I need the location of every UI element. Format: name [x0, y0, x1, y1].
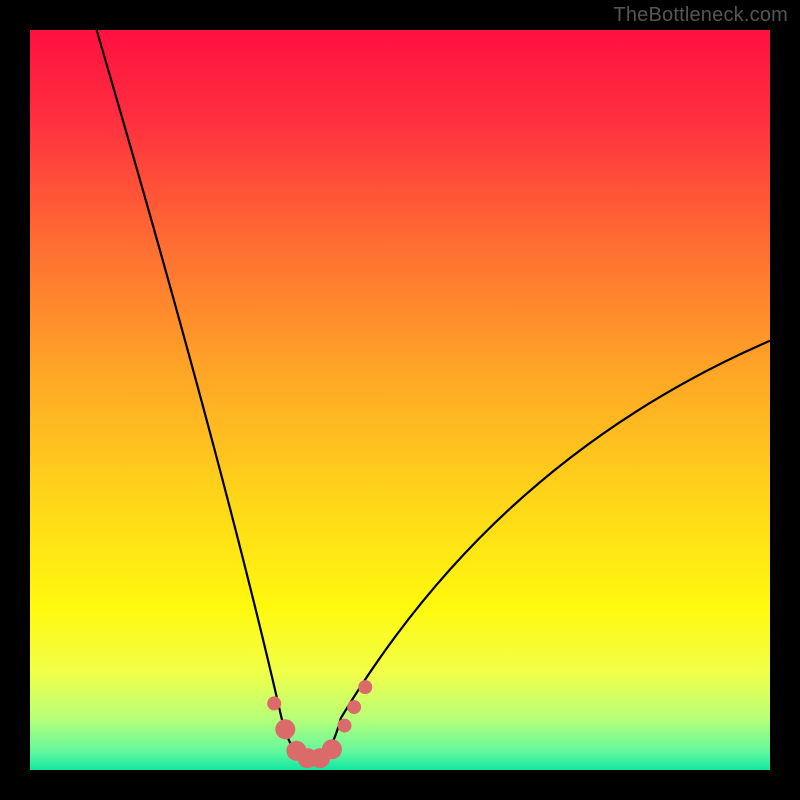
data-dot [338, 719, 352, 733]
data-dot [347, 700, 361, 714]
data-dot [275, 719, 295, 739]
watermark-text: TheBottleneck.com [613, 4, 788, 27]
data-dot [322, 739, 342, 759]
data-dot [358, 680, 372, 694]
bottleneck-chart [0, 0, 800, 800]
chart-stage: TheBottleneck.com [0, 0, 800, 800]
data-dot [267, 696, 281, 710]
plot-background [30, 30, 770, 770]
